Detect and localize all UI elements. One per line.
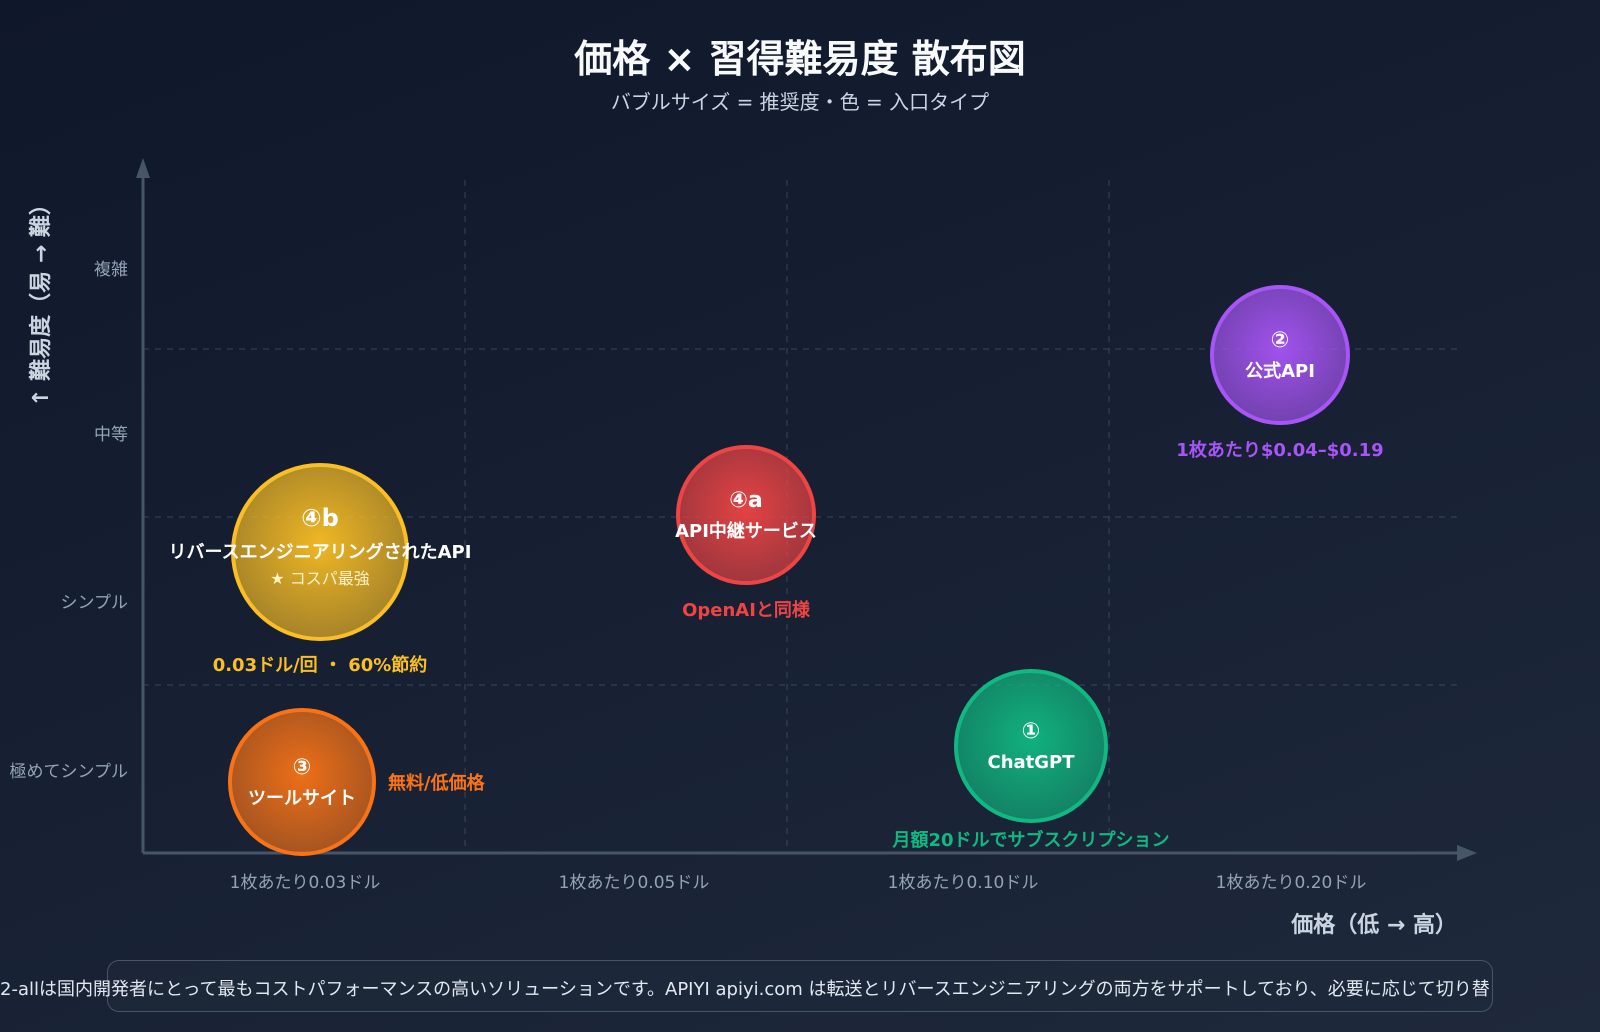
- y-tick-label: 極めてシンプル: [10, 762, 129, 782]
- bubble-label: 公式API: [1245, 360, 1315, 382]
- bubble-④b: [231, 463, 409, 641]
- y-axis-arrow: [136, 158, 150, 178]
- bubble-number: ③: [293, 755, 312, 780]
- bubble-label: ChatGPT: [987, 752, 1075, 773]
- bubble-③: [228, 708, 376, 856]
- x-tick-label: 1枚あたり0.05ドル: [559, 873, 710, 893]
- footer-note-box: [107, 960, 1493, 1012]
- bubble-number: ④b: [301, 504, 339, 532]
- bubble-number: ④a: [729, 488, 762, 513]
- x-tick-label: 1枚あたり0.20ドル: [1216, 873, 1367, 893]
- bubble-②: [1210, 285, 1350, 425]
- bubble-note: 無料/低価格: [388, 772, 486, 794]
- x-axis-arrow: [1457, 845, 1477, 861]
- bubble-label: API中継サービス: [675, 520, 817, 542]
- y-axis-title: ↑ 難易度（易 → 難）: [28, 193, 54, 407]
- y-tick-label: シンプル: [61, 593, 129, 613]
- bubble-extra: ★ コスパ最強: [270, 569, 369, 588]
- bubble-number: ①: [1022, 719, 1041, 744]
- bubble-label: ツールサイト: [248, 788, 356, 809]
- x-tick-label: 1枚あたり0.03ドル: [230, 873, 381, 893]
- y-tick-label: 複雑: [94, 260, 128, 280]
- x-axis-title: 価格（低 → 高）: [1290, 912, 1457, 938]
- bubble-note: 月額20ドルでサブスクリプション: [891, 829, 1169, 851]
- bubble-note: 1枚あたり$0.04–$0.19: [1176, 439, 1383, 461]
- bubble-①: [954, 669, 1108, 823]
- bubble-number: ②: [1271, 328, 1290, 353]
- bubble-④a: [676, 445, 816, 585]
- bubble-note: OpenAIと同様: [682, 599, 811, 621]
- x-tick-label: 1枚あたり0.10ドル: [888, 873, 1039, 893]
- chart-title: 価格 × 習得難易度 散布図: [574, 37, 1026, 81]
- footer-note-text: 2-allは国内開発者にとって最もコストパフォーマンスの高いソリューションです。…: [0, 979, 1490, 1000]
- chart-subtitle: バブルサイズ = 推奨度・色 = 入口タイプ: [610, 90, 990, 114]
- y-tick-label: 中等: [94, 425, 128, 445]
- bubble-label: リバースエンジニアリングされたAPI: [169, 541, 472, 563]
- bubble-note: 0.03ドル/回 ・ 60%節約: [213, 654, 428, 676]
